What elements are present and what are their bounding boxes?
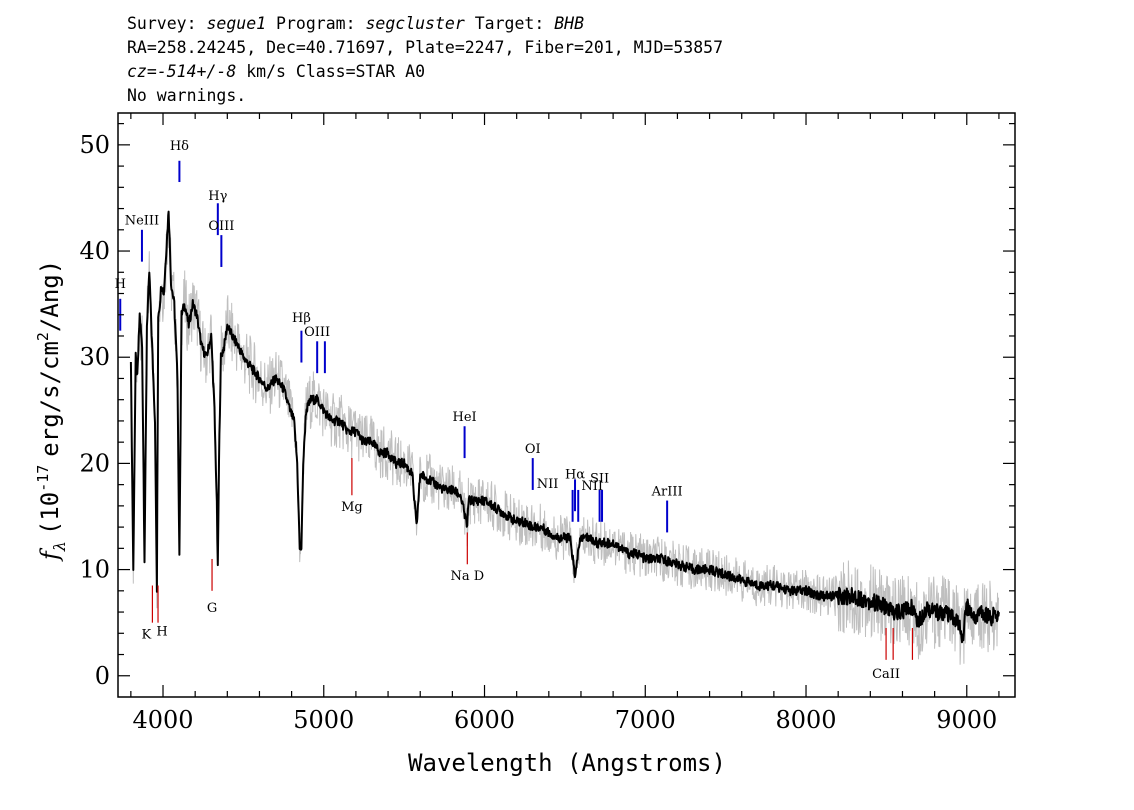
cz-prefix: cz= [127, 62, 157, 81]
spectral-line-label: Na D [450, 569, 484, 584]
noise-layer [130, 217, 999, 665]
spectrum-trace [129, 210, 1000, 644]
x-tick-label: 7000 [615, 706, 676, 734]
spectral-line-label: Mg [341, 500, 363, 515]
noise-trace [130, 217, 999, 665]
x-tick-label: 6000 [454, 706, 515, 734]
program-label: Program: [276, 14, 356, 33]
survey-label: Survey: [127, 14, 197, 33]
spectral-line-label: H [156, 624, 167, 639]
plot-frame [117, 112, 1016, 698]
spectral-lines-layer: HNeIIIHδHγOIIIHβOIIIHeIOINIIHαNIISIIArII… [115, 139, 914, 682]
y-tick-label: 40 [79, 237, 110, 265]
y-label-units: (10 [36, 492, 64, 535]
y-tick-label: 30 [79, 343, 110, 371]
cz-value: -514+/-8 [156, 62, 237, 81]
spectral-line-label: K [142, 628, 152, 643]
y-tick-label: 0 [95, 662, 110, 690]
spectral-line-label: NII [537, 477, 559, 492]
spectral-line-label: NeIII [125, 213, 159, 228]
y-label-exp: -17 [34, 465, 52, 492]
spectral-line-label: SII [590, 472, 609, 487]
spectral-line-label: OI [525, 442, 541, 457]
spectral-line-label: H [115, 277, 126, 292]
spectrum-header: Survey: segue1 Program: segcluster Targe… [127, 12, 723, 108]
header-line-3: cz=-514+/-8 km/s Class=STAR A0 [127, 60, 723, 84]
spectral-line-label: Hγ [208, 189, 227, 204]
spectral-line-label: Hα [565, 467, 585, 482]
spectral-line-label: HeI [452, 410, 476, 425]
cz-suffix: km/s Class=STAR A0 [246, 62, 426, 81]
y-axis-label: fλ(10-17erg/s/cm2/Ang) [34, 260, 69, 562]
x-tick-label: 5000 [293, 706, 354, 734]
spectral-line-label: OIII [208, 219, 234, 234]
y-label-sub: λ [50, 541, 69, 552]
spectral-line-label: G [207, 601, 217, 616]
spectral-line-label: NII [581, 479, 603, 494]
target-label: Target: [474, 14, 545, 33]
spectral-line-label: Hδ [170, 139, 189, 154]
x-axis-label: Wavelength (Angstroms) [408, 749, 726, 777]
header-line-1: Survey: segue1 Program: segcluster Targe… [127, 12, 723, 36]
spectrum-layer [129, 210, 1000, 644]
y-tick-label: 50 [79, 131, 110, 159]
survey-value: segue1 [206, 14, 267, 33]
y-tick-label: 20 [79, 449, 110, 477]
x-tick-label: 8000 [775, 706, 836, 734]
ticks-layer: 4000 5000 6000 7000 8000 9000 0 10 20 30 40 50 [79, 113, 1015, 734]
warnings-line: No warnings. [127, 86, 247, 105]
y-label-exp2: 2 [34, 332, 52, 341]
x-tick-label: 9000 [936, 706, 997, 734]
y-tick-label: 10 [79, 556, 110, 584]
program-value: segcluster [365, 14, 465, 33]
spectral-line-label: OIII [304, 325, 330, 340]
x-tick-label: 4000 [132, 706, 193, 734]
spectral-line-label: CaII [872, 667, 900, 682]
y-label-end: /Ang) [36, 260, 64, 332]
y-label-rest: erg/s/cm [36, 341, 64, 457]
spectral-line-label: Hβ [292, 311, 311, 326]
target-value: BHB [554, 14, 585, 33]
spectral-line-label: ArIII [651, 484, 683, 499]
header-line-2: RA=258.24245, Dec=40.71697, Plate=2247, … [127, 38, 724, 57]
